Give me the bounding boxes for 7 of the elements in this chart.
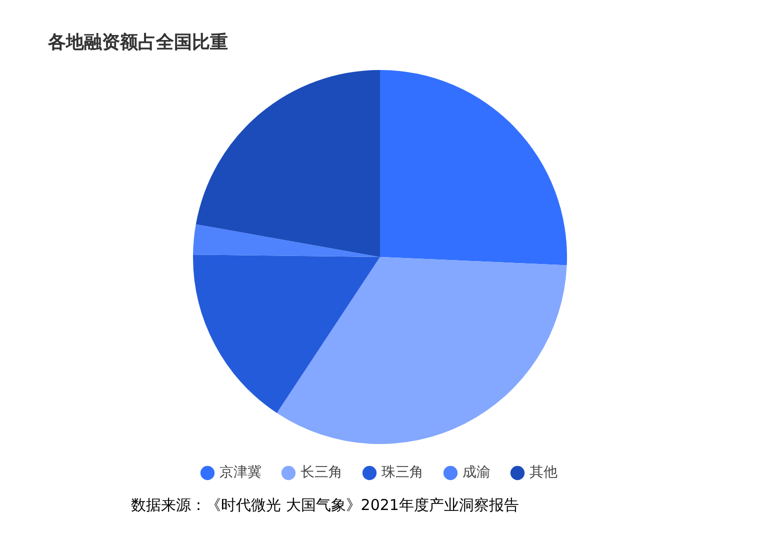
chart-title: 各地融资额占全国比重 xyxy=(48,31,228,54)
legend-label: 珠三角 xyxy=(382,464,424,481)
legend-label: 其他 xyxy=(530,464,558,481)
source-note: 数据来源：《时代微光 大国气象》2021年度产业洞察报告 xyxy=(130,496,520,515)
legend-label: 京津冀 xyxy=(220,464,262,481)
legend-label: 成渝 xyxy=(462,464,490,481)
legend-label: 长三角 xyxy=(300,464,342,481)
